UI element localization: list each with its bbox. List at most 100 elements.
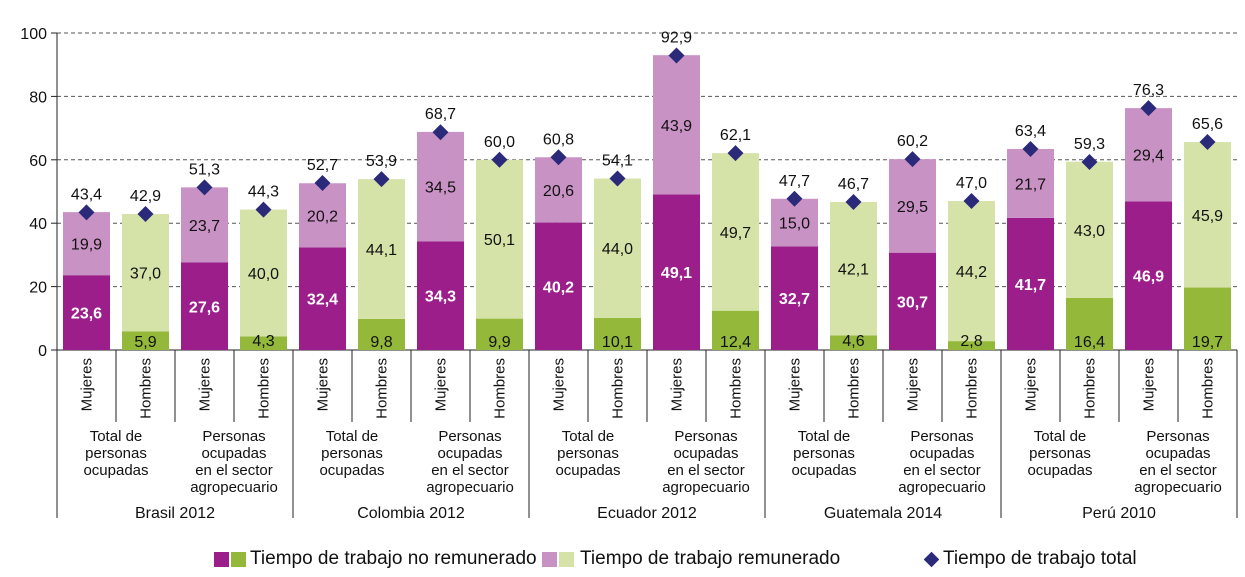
data-label-no-remunerado: 5,9 [134,334,156,351]
data-label-no-remunerado: 9,8 [370,334,392,351]
bar-segment-no-remunerado [771,246,818,350]
data-label-remunerado: 50,1 [484,232,515,249]
bar-segment-remunerado [299,183,346,248]
bar-segment-remunerado [712,153,759,311]
bar-segment-remunerado [240,209,287,337]
bar-segment-remunerado [594,178,641,318]
x-tick-label-gender: Mujeres [315,358,332,411]
data-label-no-remunerado: 10,1 [602,334,633,351]
group-label-line: en el sector [1139,462,1217,479]
group-label-line: Total de [326,428,379,445]
legend-label-no-remunerado: Tiempo de trabajo no remunerado [250,548,537,569]
bar-segment-no-remunerado [653,194,700,350]
total-marker [491,151,508,168]
total-marker [668,47,685,64]
bar-segment-remunerado [63,212,110,276]
data-label-no-remunerado: 4,6 [842,333,864,350]
data-label-total: 63,4 [1015,123,1046,140]
bar-segment-remunerado [1184,142,1231,288]
total-marker [1022,141,1039,158]
data-label-no-remunerado: 41,7 [1015,277,1046,294]
y-tick-label: 80 [29,89,47,106]
y-tick-label: 60 [29,153,47,170]
x-tick-label-gender: Mujeres [551,358,568,411]
x-tick-label-gender: Mujeres [1141,358,1158,411]
bar-segment-no-remunerado [1125,201,1172,350]
data-label-total: 76,3 [1133,82,1164,99]
group-label-line: Personas [674,428,737,445]
x-tick-label-gender: Mujeres [433,358,450,411]
x-tick-label-gender: Hombres [492,358,509,419]
data-label-no-remunerado: 4,3 [252,333,274,350]
data-label-total: 44,3 [248,184,279,201]
x-tick-label-gender: Mujeres [79,358,96,411]
total-marker [432,124,449,141]
bar-segment-no-remunerado [948,341,995,350]
data-label-total: 43,4 [71,186,102,203]
x-tick-label-gender: Mujeres [1023,358,1040,411]
bar-segment-remunerado [1007,149,1054,218]
x-tick-label-gender: Mujeres [197,358,214,411]
group-label-line: personas [557,445,619,462]
bar-segment-remunerado [889,159,936,253]
x-tick-label-gender: Hombres [256,358,273,419]
legend-swatch-rem-men [559,551,574,567]
bar-segment-remunerado [1066,161,1113,299]
bar-segment-remunerado [653,55,700,195]
bar-segment-no-remunerado [63,275,110,350]
total-marker [727,145,744,162]
data-label-total: 42,9 [130,188,161,205]
bar-segment-remunerado [535,157,582,223]
data-label-no-remunerado: 16,4 [1074,334,1105,351]
group-label-line: ocupadas [555,462,620,479]
group-label-line: personas [85,445,147,462]
group-label-line: Personas [202,428,265,445]
x-tick-label-gender: Mujeres [905,358,922,411]
data-label-no-remunerado: 32,7 [779,291,810,308]
group-label-line: Total de [798,428,851,445]
y-tick-label: 40 [29,216,47,233]
data-label-no-remunerado: 23,6 [71,306,102,323]
country-label: Perú 2010 [1082,505,1156,522]
group-label-line: personas [321,445,383,462]
legend-swatch-no-rem-women [214,551,229,567]
group-label-line: agropecuario [898,479,986,496]
group-label-line: Personas [910,428,973,445]
legend-item-remunerado: Tiempo de trabajo remunerado [542,548,840,570]
bar-segment-remunerado [476,159,523,319]
data-label-no-remunerado: 9,9 [488,334,510,351]
bar-segment-no-remunerado [535,222,582,350]
group-label-line: Total de [1034,428,1087,445]
total-marker [904,151,921,168]
data-label-no-remunerado: 27,6 [189,299,220,316]
data-label-remunerado: 44,2 [956,264,987,281]
data-label-remunerado: 45,9 [1192,208,1223,225]
data-label-total: 52,7 [307,157,338,174]
bar-segment-no-remunerado [889,252,936,350]
total-marker [255,201,272,218]
data-label-no-remunerado: 12,4 [720,334,751,351]
x-tick-label-gender: Hombres [728,358,745,419]
total-marker [196,179,213,196]
group-label-line: Personas [1146,428,1209,445]
group-label-line: personas [793,445,855,462]
total-marker [786,190,803,207]
y-tick-label: 0 [38,343,47,360]
bar-segment-no-remunerado [1066,298,1113,350]
bar-segment-remunerado [948,201,995,342]
bar-segment-no-remunerado [181,262,228,350]
legend-swatch-no-rem-men [231,551,246,567]
legend-item-total: Tiempo de trabajo total [922,548,1137,570]
data-label-total: 60,0 [484,134,515,151]
group-label-line: ocupadas [83,462,148,479]
group-label-line: ocupadas [909,445,974,462]
data-label-remunerado: 42,1 [838,262,869,279]
data-label-total: 54,1 [602,153,633,170]
bar-segment-remunerado [122,214,169,332]
group-label-line: ocupadas [201,445,266,462]
data-label-total: 65,6 [1192,116,1223,133]
group-label-line: agropecuario [1134,479,1222,496]
total-marker [78,204,95,221]
x-tick-label-gender: Hombres [374,358,391,419]
